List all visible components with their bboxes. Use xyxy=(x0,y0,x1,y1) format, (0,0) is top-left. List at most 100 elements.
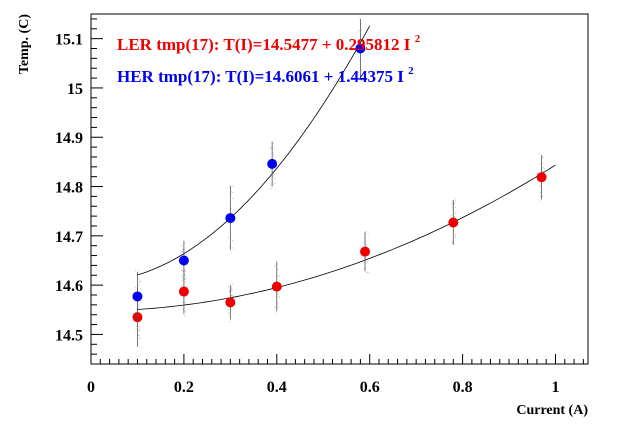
raw-sample-dot xyxy=(181,280,183,282)
raw-sample-dot xyxy=(454,212,456,214)
raw-sample-dot xyxy=(231,289,233,291)
data-point xyxy=(225,213,236,224)
raw-sample-dot xyxy=(452,206,454,208)
plot-frame xyxy=(90,13,589,365)
raw-sample-dot xyxy=(453,242,455,244)
raw-sample-dot xyxy=(185,303,187,305)
raw-sample-dot xyxy=(451,202,453,204)
raw-sample-dot xyxy=(231,191,233,193)
raw-sample-dot xyxy=(134,287,136,289)
raw-sample-dot xyxy=(270,184,272,186)
raw-sample-dot xyxy=(360,80,362,82)
raw-sample-dot xyxy=(451,240,453,242)
raw-sample-dot xyxy=(182,265,184,267)
raw-sample-dot xyxy=(138,325,140,327)
raw-sample-dot xyxy=(138,329,140,331)
data-point xyxy=(360,246,371,257)
raw-sample-dot xyxy=(453,216,455,218)
raw-sample-dot xyxy=(358,30,360,32)
raw-sample-dot xyxy=(278,275,280,277)
raw-sample-dot xyxy=(138,305,140,307)
raw-sample-dot xyxy=(363,267,365,269)
y-tick-label: 14.5 xyxy=(55,327,83,344)
raw-sample-dot xyxy=(185,310,187,312)
raw-sample-dot xyxy=(227,309,229,311)
raw-sample-dot xyxy=(451,242,453,244)
raw-sample-dot xyxy=(360,23,362,25)
raw-sample-dot xyxy=(367,232,369,234)
raw-sample-dot xyxy=(454,198,456,200)
raw-sample-dot xyxy=(140,301,142,303)
x-tick-label: 0.6 xyxy=(360,379,380,396)
raw-sample-dot xyxy=(231,295,233,297)
raw-sample-dot xyxy=(540,195,542,197)
raw-sample-dot xyxy=(279,296,281,298)
y-tick-label: 14.7 xyxy=(55,229,83,246)
x-tick-label: 0 xyxy=(87,379,95,396)
axes-layer: 0 0.2 0.4 0.6 0.8 1 14.5 14.6 14.7 14.8 14.9 15 15.1 xyxy=(55,18,584,396)
raw-sample-dot xyxy=(229,288,231,290)
raw-sample-dot xyxy=(138,278,140,280)
raw-sample-dot xyxy=(357,56,359,58)
raw-sample-dot xyxy=(542,171,544,173)
raw-sample-dot xyxy=(181,270,183,272)
raw-sample-dot xyxy=(184,278,186,280)
series-layer xyxy=(132,18,556,347)
raw-sample-dot xyxy=(138,284,140,286)
raw-sample-dot xyxy=(540,184,542,186)
data-point xyxy=(225,297,236,308)
raw-sample-dot xyxy=(232,185,234,187)
raw-sample-dot xyxy=(182,309,184,311)
her-fit-equation: HER tmp(17): T(I)=14.6061 + 1.44375 I 2 xyxy=(117,65,414,86)
raw-sample-dot xyxy=(273,155,275,157)
raw-sample-dot xyxy=(139,337,141,339)
data-point xyxy=(178,286,189,297)
raw-sample-dot xyxy=(273,173,275,175)
raw-sample-dot xyxy=(232,295,234,297)
raw-sample-dot xyxy=(228,290,230,292)
raw-sample-dot xyxy=(181,278,183,280)
raw-sample-dot xyxy=(136,323,138,325)
raw-sample-dot xyxy=(185,253,187,255)
raw-sample-dot xyxy=(229,246,231,248)
data-point xyxy=(536,172,547,183)
raw-sample-dot xyxy=(138,335,140,337)
raw-sample-dot xyxy=(542,157,544,159)
raw-sample-dot xyxy=(230,251,232,253)
raw-sample-dot xyxy=(452,200,454,202)
raw-sample-dot xyxy=(181,274,183,276)
raw-sample-dot xyxy=(540,191,542,193)
raw-sample-dot xyxy=(184,274,186,276)
raw-sample-dot xyxy=(181,284,183,286)
raw-sample-dot xyxy=(181,251,183,253)
raw-sample-dot xyxy=(539,185,541,187)
raw-sample-dot xyxy=(230,191,232,193)
raw-sample-dot xyxy=(455,206,457,208)
raw-sample-dot xyxy=(450,214,452,216)
raw-sample-dot xyxy=(277,302,279,304)
raw-sample-dot xyxy=(359,29,361,31)
raw-sample-dot xyxy=(273,142,275,144)
raw-sample-dot xyxy=(366,271,368,273)
raw-sample-dot xyxy=(183,314,185,316)
raw-sample-dot xyxy=(232,247,234,249)
raw-sample-dot xyxy=(271,186,273,188)
raw-sample-dot xyxy=(182,270,184,272)
raw-sample-dot xyxy=(183,269,185,271)
raw-sample-dot xyxy=(451,203,453,205)
raw-sample-dot xyxy=(363,262,365,264)
raw-sample-dot xyxy=(273,183,275,185)
y-tick-label: 14.9 xyxy=(55,130,83,147)
her-fit-equation-exponent: 2 xyxy=(408,65,414,77)
raw-sample-dot xyxy=(181,245,183,247)
raw-sample-dot xyxy=(365,258,367,260)
raw-sample-dot xyxy=(182,302,184,304)
raw-sample-dot xyxy=(454,233,456,235)
raw-sample-dot xyxy=(139,338,141,340)
raw-sample-dot xyxy=(362,70,364,72)
raw-sample-dot xyxy=(362,60,364,62)
raw-sample-dot xyxy=(227,237,229,239)
raw-sample-dot xyxy=(366,246,368,248)
raw-sample-dot xyxy=(454,235,456,237)
